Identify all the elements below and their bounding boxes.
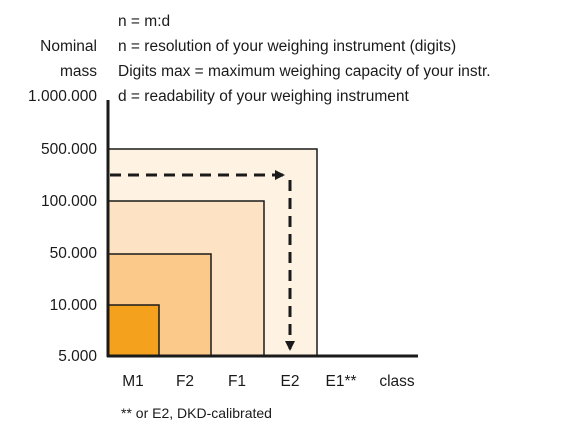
y-tick-label: 10.000 (50, 297, 98, 314)
x-tick-label: F1 (228, 373, 246, 390)
y-axis-title: Nominal (40, 38, 97, 55)
x-tick-label: E2 (281, 373, 300, 390)
y-axis-title: mass (60, 63, 97, 80)
y-tick-label: 5.000 (58, 348, 97, 365)
region-m1 (107, 304, 160, 357)
y-tick-label: 500.000 (41, 141, 97, 158)
y-tick-label: 50.000 (50, 245, 98, 262)
formula-line: n = resolution of your weighing instrume… (118, 38, 456, 55)
formula-line: Digits max = maximum weighing capacity o… (118, 63, 491, 80)
x-tick-label: M1 (122, 373, 144, 390)
y-tick-label: 1.000.000 (28, 88, 97, 105)
formula-line: d = readability of your weighing instrum… (118, 88, 409, 105)
y-tick-label: 100.000 (41, 193, 97, 210)
x-tick-label: E1** (325, 373, 356, 390)
formula-line: n = m:d (118, 13, 170, 30)
x-axis-label: class (379, 373, 415, 390)
x-tick-label: F2 (176, 373, 194, 390)
footnote: ** or E2, DKD-calibrated (121, 405, 272, 421)
